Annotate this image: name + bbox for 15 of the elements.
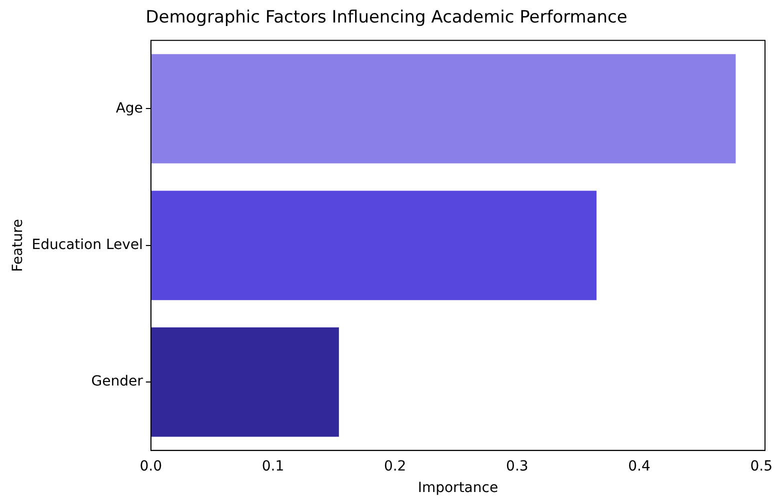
bar [150,327,339,437]
y-tick-label: Age [116,100,143,116]
chart-title: Demographic Factors Influencing Academic Performance [146,8,628,28]
x-tick-label: 0.3 [506,458,528,474]
x-tick-label: 0.4 [628,458,650,474]
y-tick-label: Education Level [32,237,143,254]
x-tick-label: 0.0 [140,458,162,474]
x-axis-title: Importance [418,480,498,496]
y-tick-label: Gender [91,374,144,390]
bar [150,54,736,164]
x-tick-label: 0.2 [384,458,406,474]
y-axis-title: Feature [10,218,26,272]
bar [150,190,597,300]
x-tick-label: 0.1 [262,458,284,474]
x-tick-label: 0.5 [750,458,772,474]
